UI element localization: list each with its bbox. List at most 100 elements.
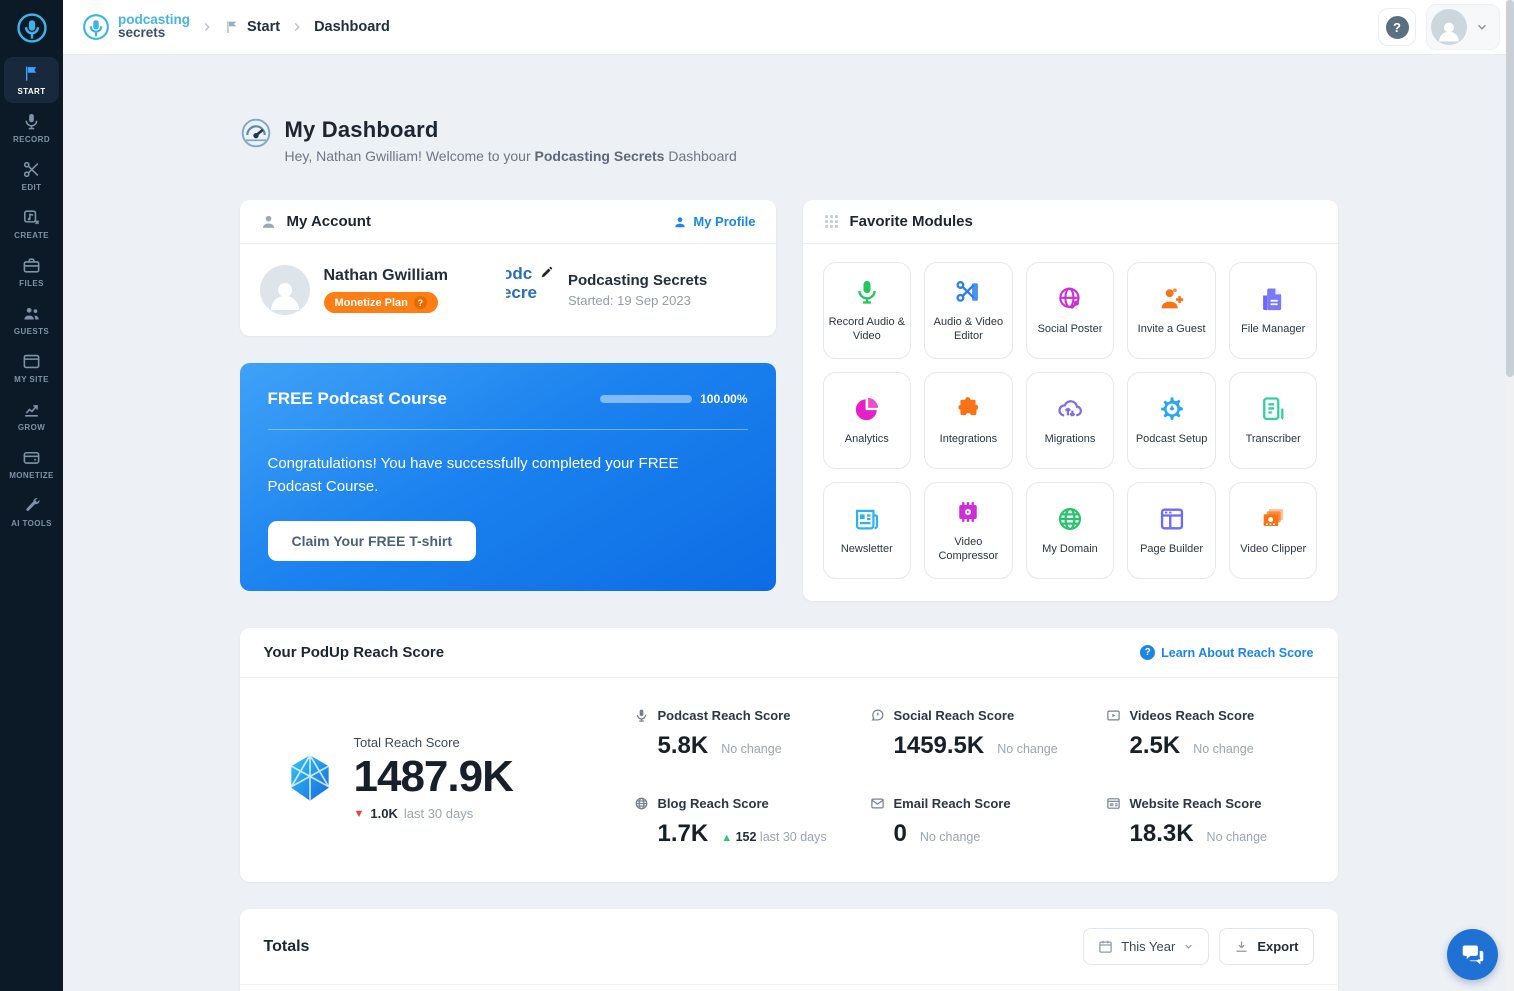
sidebar-item-create[interactable]: CREATE	[4, 201, 59, 247]
sidebar-item-grow[interactable]: GROW	[4, 393, 59, 439]
browser-icon	[22, 352, 41, 371]
email-icon	[870, 796, 885, 811]
person-icon	[260, 213, 277, 230]
module-my-domain[interactable]: My Domain	[1025, 482, 1115, 579]
show-logo-thumbnail: odc ecre	[505, 265, 556, 315]
create-icon	[22, 208, 41, 227]
sidebar-item-guests[interactable]: GUESTS	[4, 297, 59, 343]
modules-grid: Record Audio & Video Audio & Video Edito…	[803, 244, 1338, 601]
sidebar-item-my-site[interactable]: MY SITE	[4, 345, 59, 391]
export-button[interactable]: Export	[1219, 928, 1314, 965]
my-account-card: My Account My Profile Nathan Gwilliam Mo…	[239, 200, 776, 336]
scrollbar[interactable]	[1506, 0, 1514, 991]
module-file-manager[interactable]: File Manager	[1228, 262, 1318, 359]
metric-email-reach-score: Email Reach Score 0 No change	[870, 796, 1076, 848]
metric-blog-reach-score: Blog Reach Score 1.7K ▲ 152 last 30 days	[634, 796, 840, 848]
page-header: My Dashboard Hey, Nathan Gwilliam! Welco…	[240, 117, 1338, 164]
page-title: My Dashboard	[284, 117, 439, 142]
sidebar-item-record[interactable]: RECORD	[4, 105, 59, 151]
sidebar-item-monetize[interactable]: MONETIZE	[4, 441, 59, 487]
module-social-poster[interactable]: Social Poster	[1025, 262, 1115, 359]
favorite-modules-card: Favorite Modules Record Audio & Video Au…	[802, 200, 1338, 601]
account-card-title: My Account	[286, 213, 371, 230]
reach-diamond-icon	[284, 752, 336, 804]
metric-website-reach-score: Website Reach Score 18.3K No change	[1106, 796, 1312, 848]
module-newsletter[interactable]: Newsletter	[822, 482, 912, 579]
learn-reach-score-link[interactable]: ? Learn About Reach Score	[1140, 645, 1314, 660]
divider	[267, 429, 748, 430]
total-reach-delta: ▼ 1.0K last 30 days	[353, 806, 474, 821]
page-builder-icon	[1158, 505, 1186, 533]
edit-pencil-icon[interactable]	[540, 266, 553, 279]
metric-videos-reach-score: Videos Reach Score 2.5K No change	[1106, 708, 1312, 760]
invite-a-guest-icon	[1158, 285, 1186, 313]
video-compressor-icon	[954, 498, 982, 526]
podcast-setup-icon	[1158, 395, 1186, 423]
integrations-icon	[954, 395, 982, 423]
totals-card: Totals This Year Export Podcasts Deta	[239, 909, 1338, 991]
brand-logo[interactable]: podcasting secrets	[81, 12, 190, 42]
mic-icon	[22, 112, 41, 131]
module-video-clipper[interactable]: Video Clipper	[1228, 482, 1318, 579]
breadcrumb-start[interactable]: Start	[224, 19, 280, 35]
date-range-select[interactable]: This Year	[1083, 928, 1210, 965]
totals-body: Podcasts Details Social Details	[240, 985, 1338, 991]
brand-logo-text: podcasting secrets	[118, 12, 191, 40]
sidebar-item-files[interactable]: FILES	[4, 249, 59, 295]
help-button[interactable]: ?	[1378, 8, 1416, 46]
analytics-icon	[853, 395, 881, 423]
social-poster-icon	[1056, 285, 1084, 313]
plan-badge[interactable]: Monetize Plan ?	[323, 292, 438, 313]
download-icon	[1236, 941, 1247, 952]
module-page-builder[interactable]: Page Builder	[1127, 482, 1216, 579]
module-migrations[interactable]: Migrations	[1025, 372, 1115, 469]
total-reach-score: Total Reach Score 1487.9K ▼ 1.0K last 30…	[284, 735, 634, 821]
my-profile-link[interactable]: My Profile	[673, 214, 756, 229]
module-invite-a-guest[interactable]: Invite a Guest	[1127, 262, 1216, 359]
brand-logo-icon	[81, 12, 111, 42]
course-title: FREE Podcast Course	[267, 389, 448, 408]
metric-podcast-reach-score: Podcast Reach Score 5.8K No change	[634, 708, 840, 760]
user-menu[interactable]	[1426, 4, 1500, 50]
record-audio-video-icon	[853, 278, 881, 306]
dashboard-gauge-icon	[240, 117, 272, 149]
module-podcast-setup[interactable]: Podcast Setup	[1127, 372, 1216, 469]
sidebar-item-ai-tools[interactable]: AI TOOLS	[4, 489, 59, 535]
module-transcriber[interactable]: Transcriber	[1228, 372, 1318, 469]
audio-video-editor-icon	[954, 278, 982, 306]
modules-card-title: Favorite Modules	[849, 213, 973, 230]
module-video-compressor[interactable]: Video Compressor	[924, 482, 1013, 579]
claim-tshirt-button[interactable]: Claim Your FREE T-shirt	[267, 520, 477, 561]
course-progress-bar	[600, 395, 693, 403]
metric-social-reach-score: Social Reach Score 1459.5K No change	[870, 708, 1076, 760]
grid-icon	[823, 213, 840, 230]
sidebar-item-start[interactable]: START	[4, 57, 59, 103]
module-analytics[interactable]: Analytics	[822, 372, 912, 469]
globe-icon	[634, 796, 649, 811]
transcriber-icon	[1259, 395, 1287, 423]
tools-icon	[22, 496, 41, 515]
file-manager-icon	[1259, 285, 1287, 313]
module-integrations[interactable]: Integrations	[924, 372, 1013, 469]
show-start-date: Started: 19 Sep 2023	[567, 293, 691, 308]
page-greeting: Hey, Nathan Gwilliam! Welcome to your Po…	[284, 148, 737, 164]
flag-icon	[22, 64, 41, 83]
newsletter-icon	[853, 505, 881, 533]
app-logo-icon[interactable]	[0, 0, 63, 55]
course-progress-label: 100.00%	[700, 392, 748, 406]
main-content: My Dashboard Hey, Nathan Gwilliam! Welco…	[63, 55, 1514, 991]
sidebar: START RECORD EDIT CREATE FILES GUESTS MY…	[0, 0, 63, 991]
scissors-icon	[22, 160, 41, 179]
module-record-audio-video[interactable]: Record Audio & Video	[822, 262, 912, 359]
total-reach-value: 1487.9K	[353, 752, 514, 801]
user-avatar	[259, 265, 310, 315]
breadcrumb-dashboard[interactable]: Dashboard	[314, 19, 390, 35]
module-audio-video-editor[interactable]: Audio & Video Editor	[924, 262, 1013, 359]
sidebar-nav: START RECORD EDIT CREATE FILES GUESTS MY…	[0, 57, 63, 535]
show-name: Podcasting Secrets	[567, 272, 708, 289]
sidebar-item-edit[interactable]: EDIT	[4, 153, 59, 199]
migrations-icon	[1056, 395, 1084, 423]
chat-button[interactable]	[1447, 929, 1498, 980]
chart-icon	[22, 400, 41, 419]
my-domain-icon	[1056, 505, 1084, 533]
